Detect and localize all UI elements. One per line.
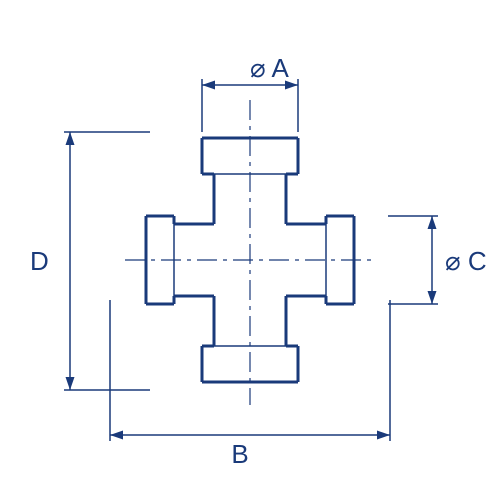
dim-label-b: B	[231, 439, 248, 469]
cross-fitting-diagram: ⌀ A B D ⌀ C	[0, 0, 500, 500]
dim-label-d: D	[30, 246, 49, 276]
dim-label-a: ⌀ A	[250, 53, 289, 83]
dim-label-c: ⌀ C	[445, 246, 487, 276]
